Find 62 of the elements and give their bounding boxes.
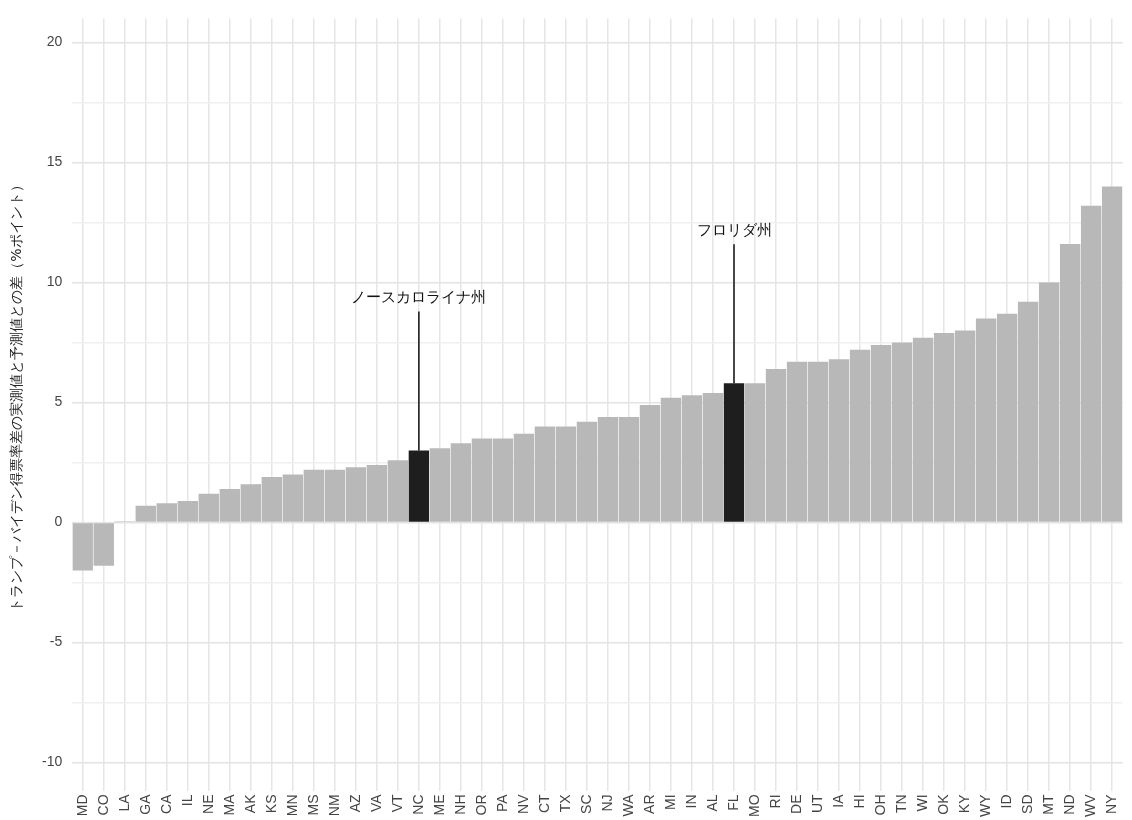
x-tick-label: CO	[94, 794, 111, 816]
x-tick-label: CT	[535, 794, 552, 814]
y-tick-label: 15	[46, 153, 63, 170]
x-tick-label: WY	[976, 793, 993, 818]
y-axis-title: トランプ－バイデン得票率差の実測値と予測値との差（%ポイント）	[8, 178, 25, 612]
x-tick-label: ID	[997, 794, 1014, 809]
x-tick-label: MO	[745, 794, 762, 818]
x-tick-label: VA	[367, 793, 384, 813]
x-tick-label: CA	[157, 793, 174, 814]
x-tick-label: PA	[493, 793, 510, 813]
x-tick-label: NY	[1103, 793, 1120, 814]
x-tick-label: GA	[136, 793, 153, 815]
x-tick-label: TN	[892, 794, 909, 814]
x-tick-label: UT	[808, 794, 825, 814]
x-tick-label: OR	[472, 794, 489, 816]
x-tick-label: IN	[682, 794, 699, 809]
x-tick-label: MD	[73, 794, 90, 817]
y-tick-label: -10	[42, 753, 63, 770]
x-tick-label: WV	[1082, 793, 1099, 818]
x-tick-label: NC	[409, 794, 426, 815]
x-tick-label: IL	[178, 794, 195, 807]
x-tick-label: NE	[199, 794, 216, 814]
x-tick-label: SD	[1018, 794, 1035, 814]
y-tick-label: -5	[49, 633, 63, 650]
x-tick-label: WA	[619, 793, 636, 817]
annotation: フロリダ州	[696, 220, 772, 239]
x-tick-label: ND	[1061, 794, 1077, 815]
x-tick-label: NJ	[598, 794, 615, 812]
x-tick-label: MS	[304, 794, 321, 816]
y-tick-label: 10	[46, 273, 63, 290]
bar	[408, 450, 430, 522]
x-tick-label: FL	[724, 794, 741, 811]
x-tick-label: ME	[430, 794, 447, 816]
x-tick-label: NM	[325, 794, 342, 817]
annotation: ノースカロライナ州	[351, 287, 487, 306]
x-tick-label: KS	[262, 794, 279, 814]
bar	[723, 383, 745, 522]
x-tick-label: DE	[787, 794, 804, 814]
x-tick-label: OH	[871, 794, 888, 816]
x-tick-label: AL	[703, 794, 720, 812]
x-tick-label: MT	[1039, 794, 1056, 815]
x-tick-label: OK	[934, 793, 951, 815]
x-tick-label: TX	[556, 793, 573, 813]
x-tick-label: AK	[241, 793, 258, 814]
x-tick-label: SC	[577, 794, 594, 814]
y-tick-label: 5	[54, 393, 63, 410]
x-tick-label: KY	[955, 793, 972, 814]
x-tick-label: MI	[661, 794, 678, 811]
y-tick-label: 20	[46, 33, 63, 50]
x-tick-label: RI	[766, 794, 783, 809]
x-tick-label: VT	[388, 794, 405, 813]
x-tick-label: NH	[451, 794, 468, 815]
x-tick-label: AR	[640, 794, 657, 814]
x-tick-label: HI	[850, 794, 867, 809]
x-tick-label: MN	[283, 794, 300, 817]
x-tick-label: AZ	[346, 794, 363, 813]
x-tick-label: NV	[514, 793, 531, 814]
x-tick-label: IA	[829, 793, 846, 808]
x-tick-label: WI	[913, 794, 930, 812]
y-tick-label: 0	[54, 513, 63, 530]
x-tick-label: MA	[220, 793, 237, 816]
x-tick-label: LA	[115, 793, 132, 812]
